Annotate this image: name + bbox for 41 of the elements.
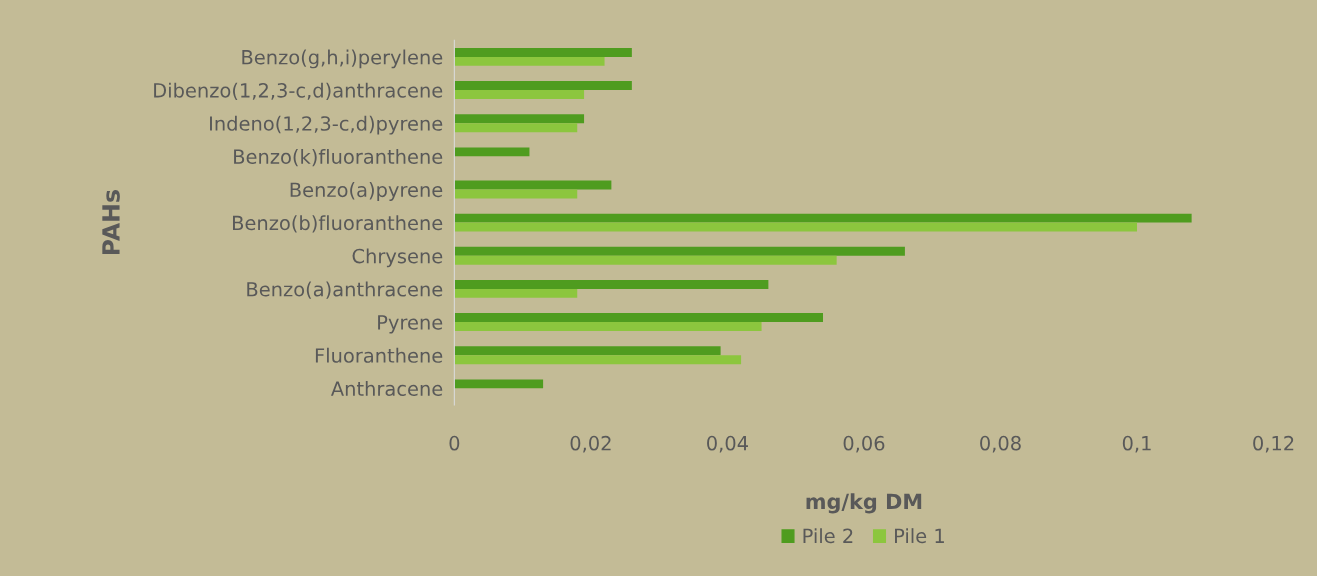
y-tick-label: Fluoranthene — [315, 347, 443, 363]
y-tick-label: Indeno(1,2,3-c,d)pyrene — [210, 115, 443, 135]
bar — [454, 379, 544, 389]
x-tick-label: 0 — [449, 435, 460, 451]
bar — [454, 255, 837, 265]
y-tick-label: Benzo(a)anthracene — [247, 281, 443, 299]
bar — [454, 47, 632, 57]
x-tick-label: 0,04 — [707, 435, 748, 453]
bar — [454, 189, 578, 199]
y-axis-title: PAHs — [102, 190, 120, 255]
bar — [454, 114, 585, 124]
bar — [454, 322, 762, 332]
bar — [454, 90, 585, 99]
y-tick-label: Benzo(b)fluoranthene — [233, 215, 443, 233]
bar — [454, 123, 578, 133]
bar — [454, 246, 905, 256]
y-tick-label: Anthracene — [330, 380, 443, 397]
bar — [454, 313, 823, 323]
x-tick-label: 0,06 — [843, 435, 885, 453]
y-tick-label: Benzo(k)fluoranthene — [234, 148, 443, 167]
bar — [454, 288, 578, 298]
bar — [454, 279, 769, 289]
legend-label: Pile 1 — [895, 528, 944, 544]
y-tick-label: Pyrene — [378, 315, 443, 334]
bar — [454, 147, 530, 157]
legend-label: Pile 2 — [803, 528, 853, 544]
x-tick-label: 0,12 — [1253, 435, 1294, 453]
y-tick-label: Chrysene — [352, 248, 443, 268]
y-tick-label: Dibenzo(1,2,3-c,d)anthracene — [154, 82, 443, 100]
x-axis-title: mg/kg DM — [806, 493, 922, 514]
bar — [454, 56, 605, 66]
bar — [454, 81, 632, 91]
x-tick-label: 0,02 — [570, 435, 611, 453]
bar — [454, 355, 742, 365]
bar — [454, 213, 1192, 223]
x-tick-label: 0,08 — [980, 435, 1021, 453]
y-tick-label: Benzo(a)pyrene — [290, 182, 443, 201]
bar — [454, 346, 721, 356]
x-tick-label: 0,1 — [1122, 435, 1151, 453]
bar — [454, 222, 1138, 232]
y-tick-label: Benzo(g,h,i)perylene — [242, 49, 443, 69]
